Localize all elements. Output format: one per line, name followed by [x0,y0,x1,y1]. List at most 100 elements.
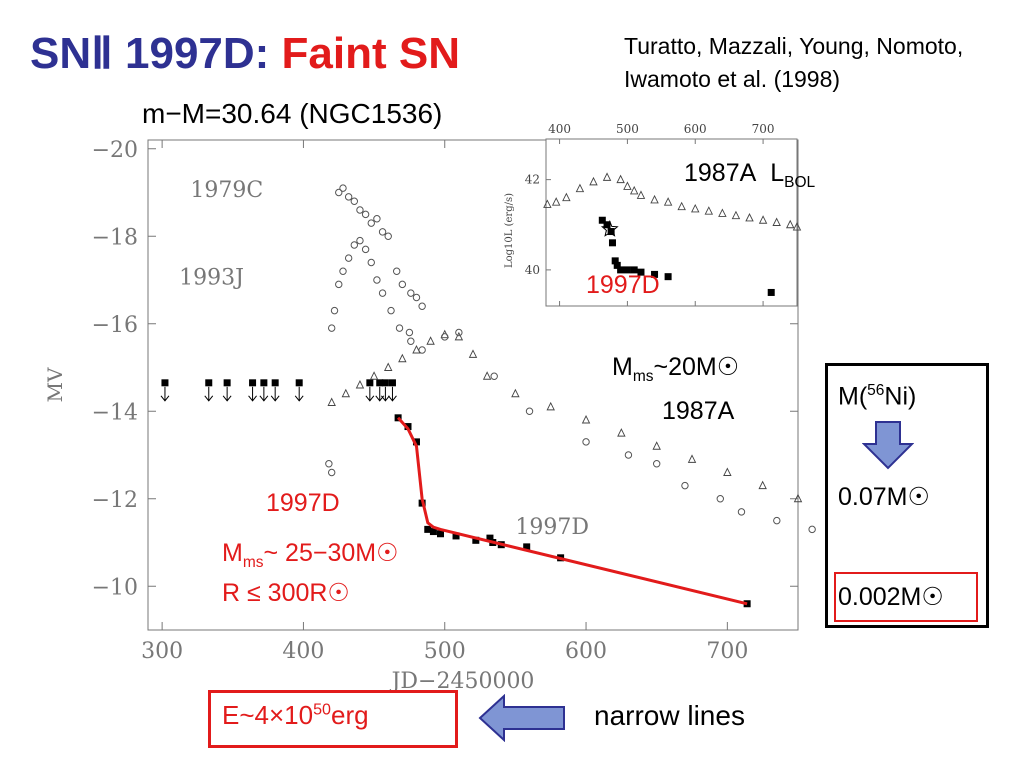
data-point [743,600,751,608]
data-point [325,460,333,468]
series-other [325,328,816,534]
data-point [330,306,339,315]
data-point [339,267,347,275]
nickel-mass-value-1987a: 0.07M☉ [838,483,930,511]
y-axis-label: MV [43,367,67,402]
x-tick-label: 500 [424,639,466,664]
y-tick-label: −20 [92,138,138,163]
x-tick-label: 700 [706,639,748,664]
data-point [341,388,351,398]
inset-data-point [772,217,781,226]
inset-data-point [637,268,645,276]
series-1987a [327,329,803,503]
data-point [356,206,364,214]
series-1979c [335,184,426,310]
data-point [344,254,353,262]
distance-modulus: m−M=30.64 (NGC1536) [142,98,443,129]
inset-data-point [613,261,621,269]
data-point [398,280,407,289]
data-point [259,379,269,402]
inset-x-tick-label: 400 [548,122,571,136]
x-tick-label: 300 [141,639,183,664]
inset-1987a-label: 1987A LBOL [684,159,816,191]
inset-data-point [589,176,598,186]
inset-data-point [603,221,611,229]
inset-data-point [792,222,802,231]
data-point [388,379,397,402]
inset-data-point [616,174,625,184]
inset-data-point [575,183,585,193]
inset-data-point [617,266,625,274]
y-tick-label: −12 [92,488,138,513]
data-point [808,525,816,534]
nickel-mass-label: M(56Ni) [838,382,917,411]
data-point [441,333,449,341]
data-point [652,460,661,468]
energy-box [208,690,458,748]
data-point [681,481,689,490]
data-point [344,193,353,201]
mass-1997d-label: Mms~ 25−30M☉ [222,539,399,571]
inset-data-point [598,216,606,224]
data-point [418,302,426,310]
inset-data-point [629,185,639,195]
inset-data-point [650,194,659,204]
data-point [405,328,414,337]
data-point [407,337,415,345]
data-point [581,414,591,424]
data-point [468,349,478,358]
data-point [546,401,555,411]
data-point [723,467,732,476]
data-point [369,371,379,380]
data-point [384,232,392,240]
data-point [624,451,633,459]
series-1997d-upper-limits [160,379,397,402]
inset-data-point [543,199,552,208]
inset-data-point [551,197,561,206]
data-point [412,438,420,446]
data-point [472,536,480,544]
series-1997d-fit [396,416,748,606]
main-plot-frame [147,139,799,631]
y-tick-label: −16 [92,313,138,338]
y-tick-label: −10 [92,575,138,600]
data-point [387,306,395,315]
left-arrow-icon [478,694,565,742]
inset-series-1997d [598,216,775,296]
inset-data-point [731,210,741,220]
data-point [335,188,343,197]
inset-1997d-label: 1997D [586,271,660,299]
inset-x-tick-label: 500 [616,122,639,136]
data-point [350,241,359,249]
data-point [339,184,347,192]
data-point [452,532,460,540]
data-point [327,468,336,477]
data-point [327,324,336,332]
data-point [582,438,590,446]
inset-data-point [600,219,619,237]
curve-label: 1993J [179,265,244,290]
data-point [486,534,494,542]
inset-data-point [663,197,673,206]
data-point [523,543,531,551]
nickel-mass-box [825,363,989,628]
data-point [716,495,724,503]
inset-data-point [664,273,672,281]
data-point [687,454,697,463]
data-point [407,289,415,297]
inset-data-point [745,212,754,222]
inset-data-point [602,172,612,181]
data-point [793,493,803,503]
x-tick-label: 600 [565,639,607,664]
data-point [454,331,464,341]
data-point [773,516,781,525]
data-point [367,219,375,227]
data-point [381,379,390,402]
inset-data-point [718,208,727,217]
x-axis-label: JD−2450000 [390,669,535,694]
inset-data-point [691,203,700,213]
inset-data-point [623,181,632,190]
data-point [525,407,534,415]
data-point [294,379,304,402]
inset-data-point [767,288,775,296]
